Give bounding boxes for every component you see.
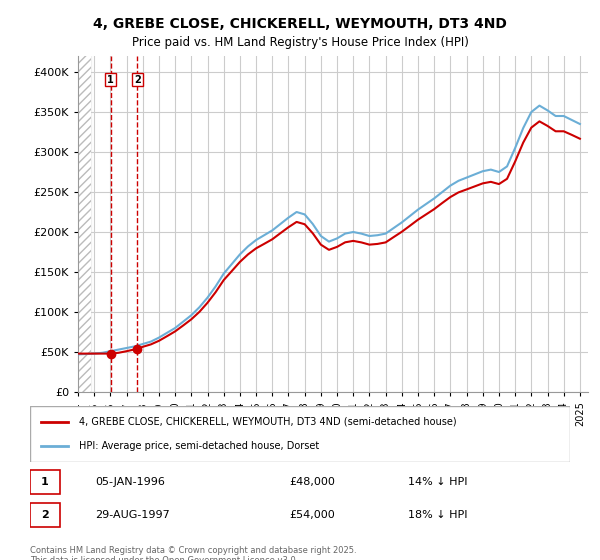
- Text: 4, GREBE CLOSE, CHICKERELL, WEYMOUTH, DT3 4ND: 4, GREBE CLOSE, CHICKERELL, WEYMOUTH, DT…: [93, 17, 507, 31]
- Text: 05-JAN-1996: 05-JAN-1996: [95, 477, 164, 487]
- Text: 29-AUG-1997: 29-AUG-1997: [95, 510, 170, 520]
- Text: Contains HM Land Registry data © Crown copyright and database right 2025.
This d: Contains HM Land Registry data © Crown c…: [30, 546, 356, 560]
- Text: 1: 1: [41, 477, 49, 487]
- FancyBboxPatch shape: [30, 503, 60, 527]
- Text: £54,000: £54,000: [289, 510, 335, 520]
- FancyBboxPatch shape: [30, 406, 570, 462]
- Text: 2: 2: [41, 510, 49, 520]
- Text: 18% ↓ HPI: 18% ↓ HPI: [408, 510, 467, 520]
- Text: £48,000: £48,000: [289, 477, 335, 487]
- Text: 2: 2: [134, 74, 140, 85]
- Text: 1: 1: [107, 74, 114, 85]
- Text: 14% ↓ HPI: 14% ↓ HPI: [408, 477, 467, 487]
- Text: HPI: Average price, semi-detached house, Dorset: HPI: Average price, semi-detached house,…: [79, 441, 319, 451]
- Text: Price paid vs. HM Land Registry's House Price Index (HPI): Price paid vs. HM Land Registry's House …: [131, 36, 469, 49]
- Text: 4, GREBE CLOSE, CHICKERELL, WEYMOUTH, DT3 4ND (semi-detached house): 4, GREBE CLOSE, CHICKERELL, WEYMOUTH, DT…: [79, 417, 456, 427]
- Bar: [78, 56, 91, 392]
- FancyBboxPatch shape: [30, 470, 60, 494]
- Bar: [78, 56, 91, 392]
